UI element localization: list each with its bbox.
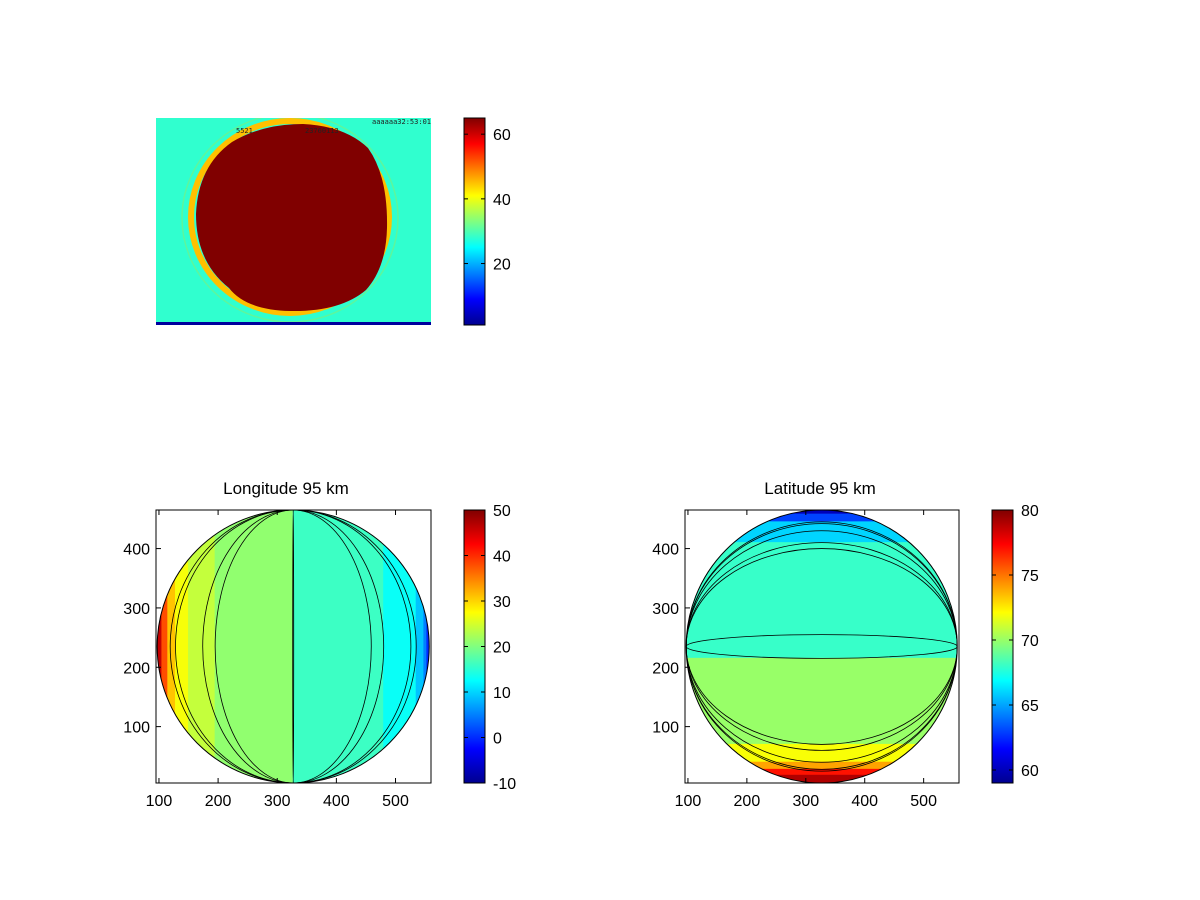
latitude-contour [686, 530, 958, 763]
colorbar-longitude-tick-label: -10 [493, 776, 516, 793]
longitude-axes-box [155, 509, 432, 784]
longitude-ytick-label: 300 [123, 601, 150, 618]
longitude-ticks: 100 200 300 400 500 100 200 300 400 [123, 510, 409, 810]
latitude-band [686, 657, 958, 745]
colorbar-latitude-tick-label: 60 [1021, 763, 1039, 780]
latitude-band [686, 768, 958, 776]
colorbar-longitude-tick-label: 40 [493, 549, 511, 566]
latitude-disk-outline [685, 510, 958, 783]
longitude-panel: Longitude 95 km 100 200 300 400 500100200300… [123, 479, 516, 810]
colorbar-latitude-tick-label: 80 [1021, 503, 1039, 520]
image-sun-disk [196, 124, 388, 312]
colorbar-image-tick-label: 40 [493, 192, 511, 209]
colorbar-image-tick-label: 60 [493, 127, 511, 144]
longitude-contour [292, 510, 295, 783]
longitude-contour [175, 510, 412, 783]
colorbar-image-gradient [463, 117, 486, 326]
colorbar-latitude-tick-label: 65 [1021, 698, 1039, 715]
longitude-band [423, 510, 428, 783]
colorbar-longitude-tick-label: 10 [493, 685, 511, 702]
longitude-contour [169, 510, 417, 783]
latitude-contour [686, 521, 958, 772]
colorbar-image: 20 40 60 [463, 117, 511, 326]
colorbar-latitude-tick-label: 70 [1021, 633, 1039, 650]
longitude-band [157, 510, 163, 783]
latitude-band [686, 743, 958, 763]
longitude-ytick-label: 200 [123, 660, 150, 677]
latitude-contour [686, 523, 958, 770]
longitude-contour [214, 510, 372, 783]
longitude-disk-outline [156, 510, 430, 783]
colorbar-latitude-tick-label: 75 [1021, 568, 1039, 585]
image-bottom-strip [156, 322, 431, 325]
latitude-xtick-label: 200 [734, 793, 761, 810]
colorbar-latitude: 60 65 70 75 80 [991, 503, 1039, 784]
longitude-xtick-label: 300 [264, 793, 291, 810]
latitude-title: Latitude 95 km [764, 479, 876, 498]
latitude-band [686, 513, 958, 523]
latitude-contour [686, 542, 958, 751]
latitude-xtick-label: 100 [675, 793, 702, 810]
colorbar-latitude-gradient [991, 509, 1014, 784]
longitude-band [167, 510, 177, 783]
latitude-panel: Latitude 95 km 100 200 300 400 500 100 200 300 4… [652, 479, 1039, 810]
latitude-bands [686, 510, 958, 783]
colorbar-image-tick-label: 20 [493, 257, 511, 274]
longitude-xtick-label: 100 [146, 793, 173, 810]
latitude-band [686, 774, 958, 783]
latitude-band [686, 542, 958, 659]
colorbar-longitude-tick-label: 50 [493, 503, 511, 520]
colorbar-longitude-tick-label: 20 [493, 640, 511, 657]
latitude-axes-box [684, 509, 960, 784]
image-halo-ring [188, 118, 392, 316]
longitude-xtick-label: 200 [205, 793, 232, 810]
latitude-band [686, 510, 958, 515]
colorbar-longitude-tick-label: 30 [493, 594, 511, 611]
longitude-xtick-label: 500 [382, 793, 409, 810]
image-overlay-text-2: 23760113 [305, 127, 339, 135]
longitude-band [292, 510, 385, 783]
latitude-xtick-label: 300 [792, 793, 819, 810]
longitude-plot-area [156, 510, 430, 783]
image-plot: 5521 23760113 aaaaaa32:53:01.18 [156, 118, 444, 325]
longitude-contour [202, 510, 385, 783]
image-panel: 5521 23760113 aaaaaa32:53:01.18 20 40 60 [156, 117, 511, 326]
colorbar-longitude-tick-label: 0 [493, 731, 502, 748]
longitude-title: Longitude 95 km [223, 479, 349, 498]
latitude-contour [686, 548, 958, 745]
latitude-contour [686, 634, 958, 659]
longitude-ytick-label: 100 [123, 720, 150, 737]
colorbar-longitude: -10 0 10 20 30 40 50 [463, 503, 516, 793]
latitude-band [686, 521, 958, 544]
latitude-plot-area [685, 510, 958, 783]
longitude-band [415, 510, 425, 783]
latitude-ytick-label: 100 [652, 720, 679, 737]
latitude-ytick-label: 400 [652, 542, 679, 559]
latitude-xtick-label: 400 [851, 793, 878, 810]
longitude-xtick-label: 400 [323, 793, 350, 810]
longitude-bands [157, 510, 430, 783]
longitude-band [175, 510, 190, 783]
longitude-band [383, 510, 417, 783]
latitude-ytick-label: 200 [652, 660, 679, 677]
longitude-ytick-label: 400 [123, 542, 150, 559]
longitude-band [161, 510, 169, 783]
latitude-ticks: 100 200 300 400 500 100 200 300 400 [652, 510, 937, 810]
latitude-xtick-label: 500 [910, 793, 937, 810]
longitude-band [426, 510, 430, 783]
image-overlay-text-3: aaaaaa32:53:01.18 [372, 118, 444, 126]
latitude-band [686, 761, 958, 770]
image-overlay-text-1: 5521 [236, 127, 253, 135]
latitude-ytick-label: 300 [652, 601, 679, 618]
longitude-band [214, 510, 294, 783]
